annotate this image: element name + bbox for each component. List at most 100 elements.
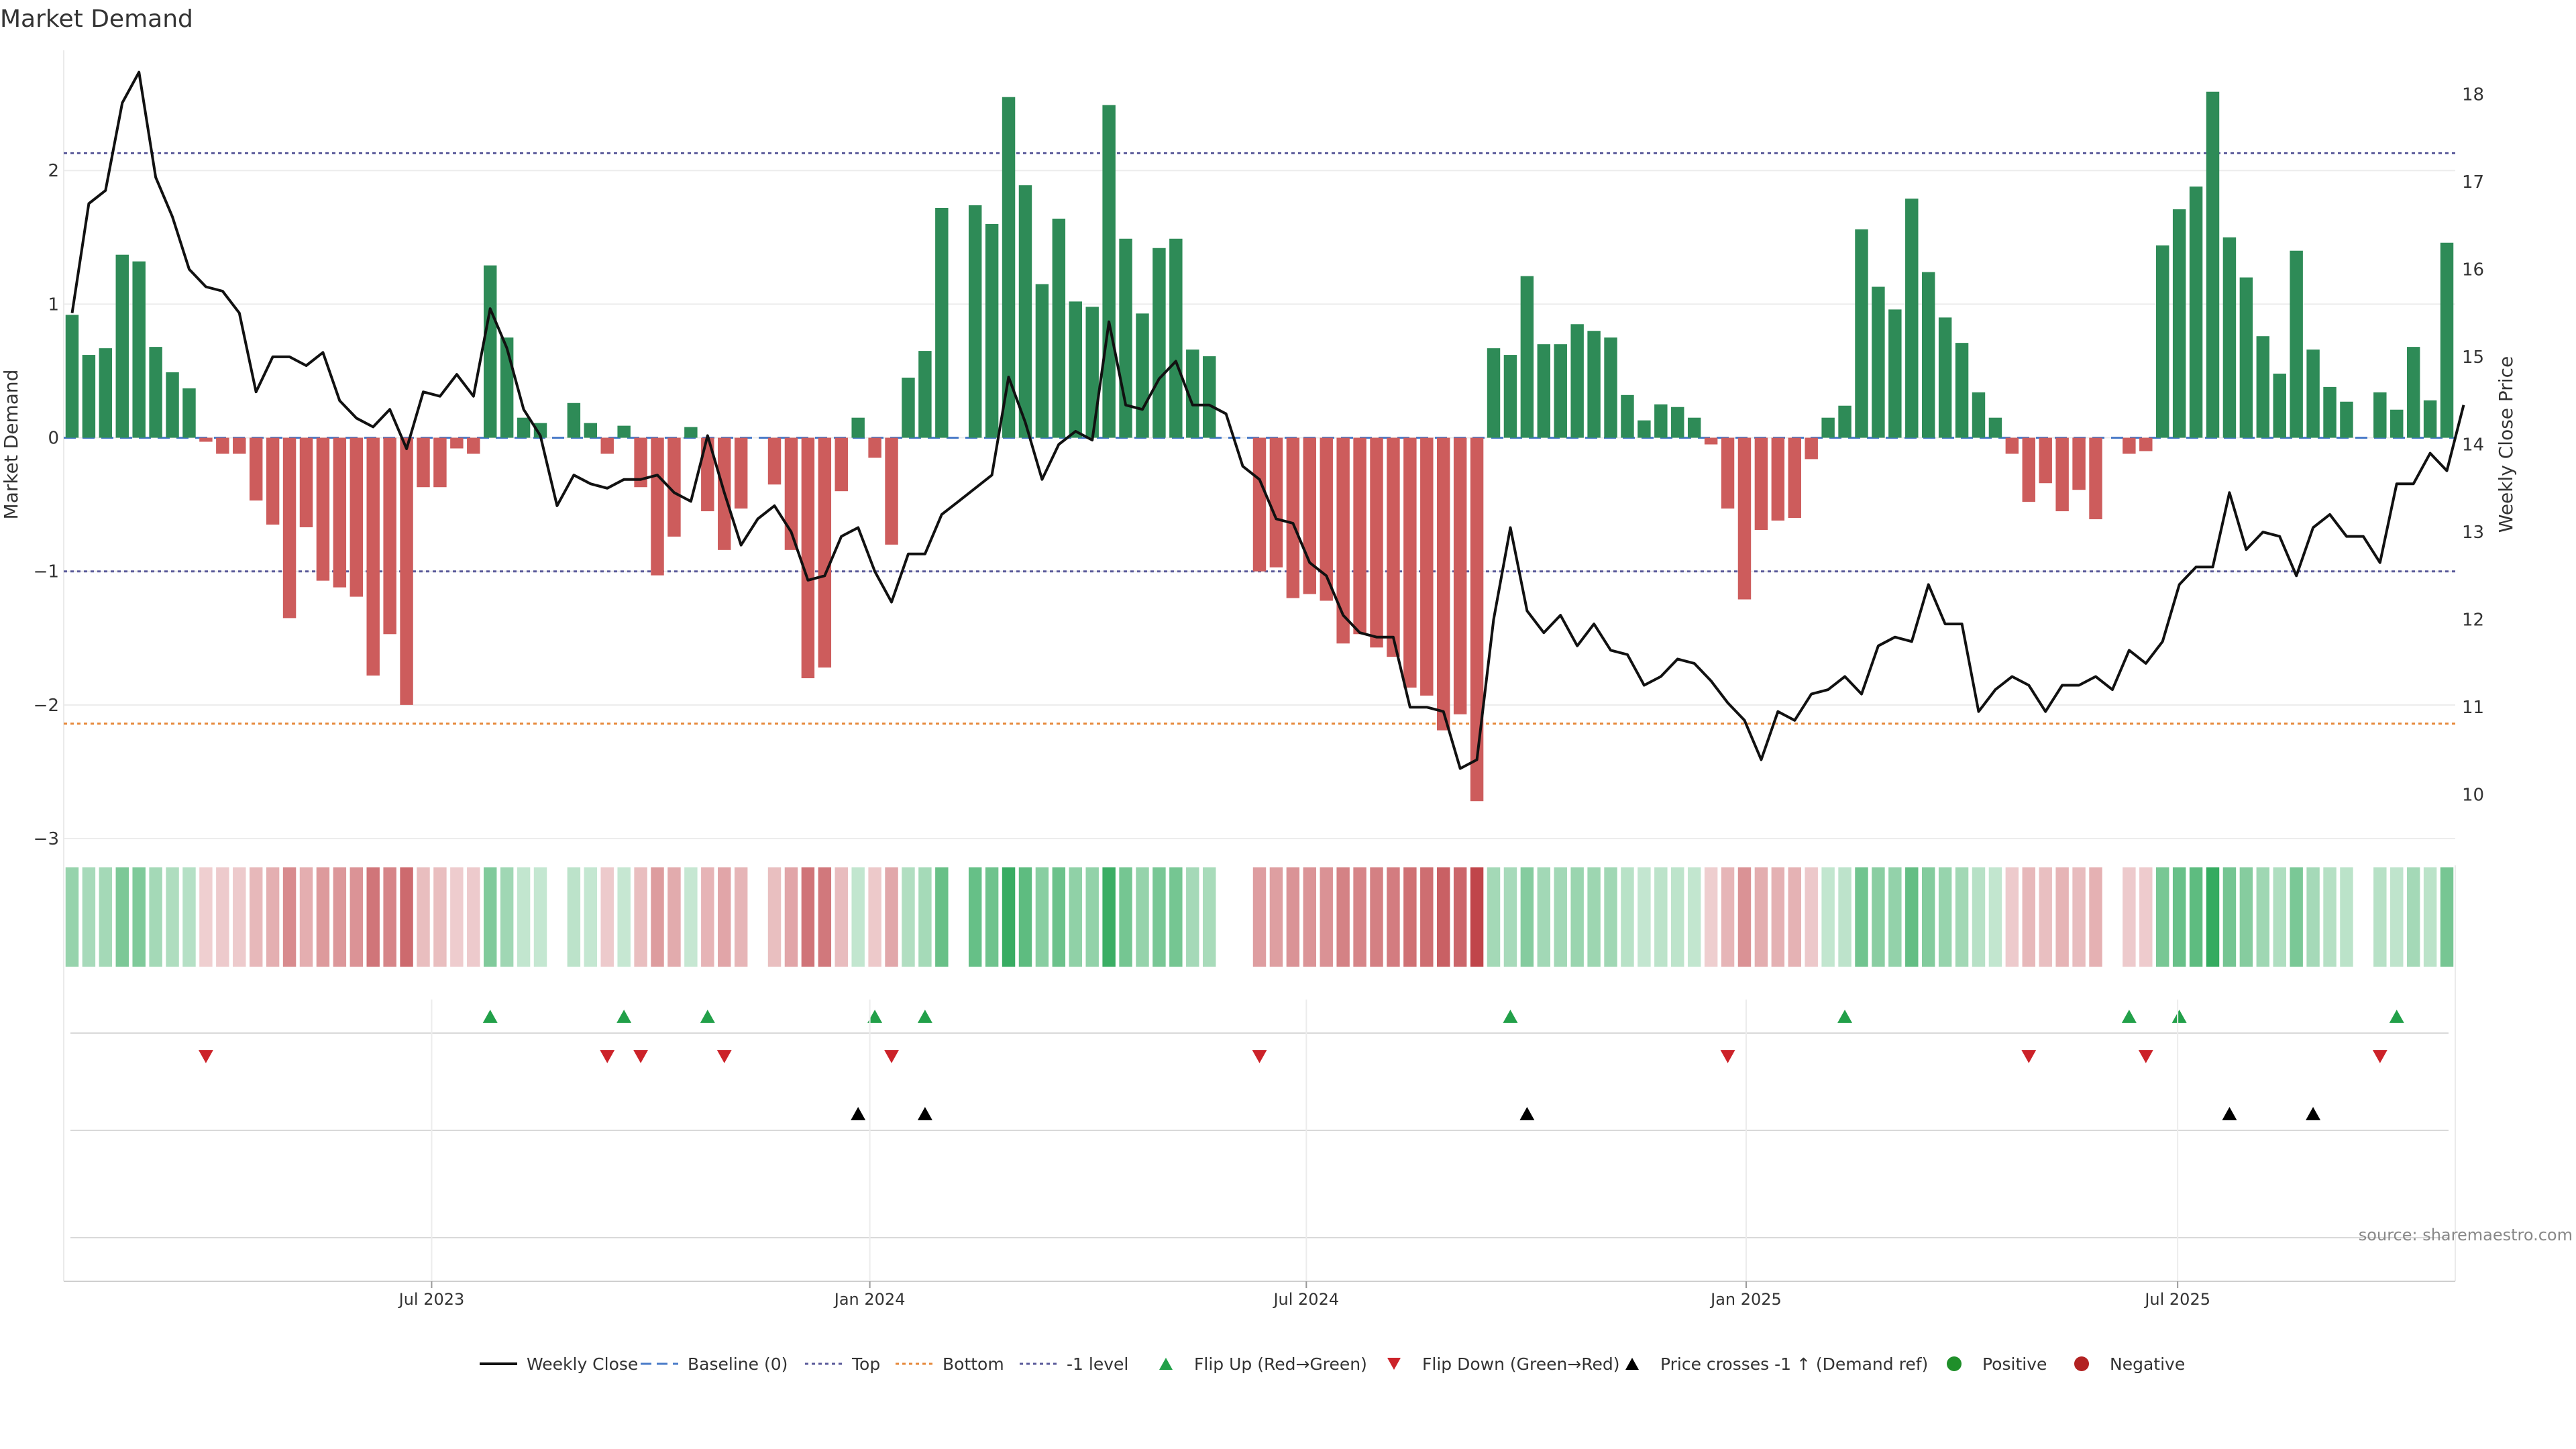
demand-bar [1805,437,1818,460]
strip-cell [1771,867,1785,967]
demand-bar [885,437,898,545]
demand-bar [1453,437,1467,714]
flip-down-marker [1720,1050,1735,1063]
demand-bar [1570,324,1584,438]
y-axis-label: Market Demand [0,370,22,520]
strip-cell [2055,867,2069,967]
strip-cell [985,867,999,967]
demand-bar [1921,272,1935,438]
demand-bar [1102,105,1116,438]
demand-bar [985,223,999,438]
strip-cell [316,867,330,967]
demand-bar [99,348,113,438]
demand-bar [1136,313,1149,438]
demand-bar [216,437,229,454]
legend-label: Flip Down (Green→Red) [1422,1354,1620,1374]
strip-cell [1353,867,1366,967]
demand-bar [851,417,865,438]
strip-cell [851,867,865,967]
price-cross-marker [1519,1107,1535,1120]
y-tick-label: 1 [48,294,59,315]
demand-bar [1487,348,1501,438]
strip-cell [1921,867,1935,967]
demand-bar [600,437,614,454]
legend-item: -1 level [1020,1354,1128,1374]
flip-down-marker [884,1050,900,1063]
strip-cell [2406,867,2420,967]
demand-bar [1069,301,1082,438]
legend-label: -1 level [1067,1354,1128,1374]
flip-up-marker [2389,1010,2404,1023]
strip-cell [1403,867,1417,967]
demand-bar [1771,437,1785,521]
strip-cell [500,867,514,967]
demand-bar [65,315,79,438]
strip-cell [1671,867,1684,967]
strip-cell [2256,867,2270,967]
legend-icon [1159,1358,1173,1370]
demand-bar [1621,394,1634,438]
demand-bar [1838,405,1851,438]
demand-bar [918,351,932,438]
strip-cell [1638,867,1651,967]
weekly-close-series [70,70,2465,770]
strip-cell [1838,867,1851,967]
strip-cell [2005,867,2019,967]
demand-bar [2373,392,2387,438]
y-tick-label: −2 [34,696,59,716]
demand-bar [1387,437,1400,657]
flip-up-marker [1503,1010,1518,1023]
strip-cell [767,867,782,967]
x-tick-label: Jul 2024 [1272,1290,1339,1309]
demand-bar [149,347,162,438]
strip-cell [1821,867,1835,967]
strip-cell [718,867,731,967]
demand-bar [617,425,631,438]
strip-cell [450,867,464,967]
strip-cell [600,867,614,967]
legend-item: Bottom [896,1354,1004,1374]
strip-cell [467,867,480,967]
demand-bar [1269,437,1283,568]
weekly-close-line [70,70,2465,770]
demand-bar [2323,386,2337,438]
strip-cell [1754,867,1768,967]
flip-down-marker [198,1050,213,1063]
demand-bar [199,437,213,442]
x-tick-label: Jul 2023 [398,1290,465,1309]
legend-item: Flip Up (Red→Green) [1159,1354,1367,1374]
strip-cell [1604,867,1617,967]
legend-icon [2074,1356,2089,1371]
demand-bar [1704,437,1718,445]
strip-cell [2306,867,2320,967]
strip-cell [2022,867,2036,967]
legend-label: Top [851,1354,880,1374]
legend-item: Top [805,1354,880,1374]
x-tick-label: Jan 2024 [833,1290,906,1309]
strip-cell [1487,867,1501,967]
strip-cell [918,867,932,967]
demand-bar [1052,218,1066,438]
demand-bar [282,437,297,619]
strip-cell [1035,867,1049,967]
demand-bar [584,423,598,438]
strip-cell [1470,867,1484,967]
strip-cell [1872,867,1885,967]
flip-up-marker [2121,1010,2137,1023]
demand-bar [366,437,380,676]
demand-bar [2055,437,2069,512]
strip-cell [868,867,881,967]
strip-cell [1069,867,1082,967]
demand-bar [1420,437,1434,696]
demand-bar [1988,417,2002,438]
demand-bar [533,423,547,438]
flip-up-marker [482,1010,498,1023]
y2-tick-label: 13 [2462,523,2484,543]
demand-bar [2273,373,2286,438]
price-cross-marker [2222,1107,2237,1120]
demand-bar [1202,356,1216,438]
demand-bar [132,261,146,438]
demand-bar [1520,276,1534,438]
demand-bar [2390,409,2404,438]
strip-cell [1286,867,1300,967]
